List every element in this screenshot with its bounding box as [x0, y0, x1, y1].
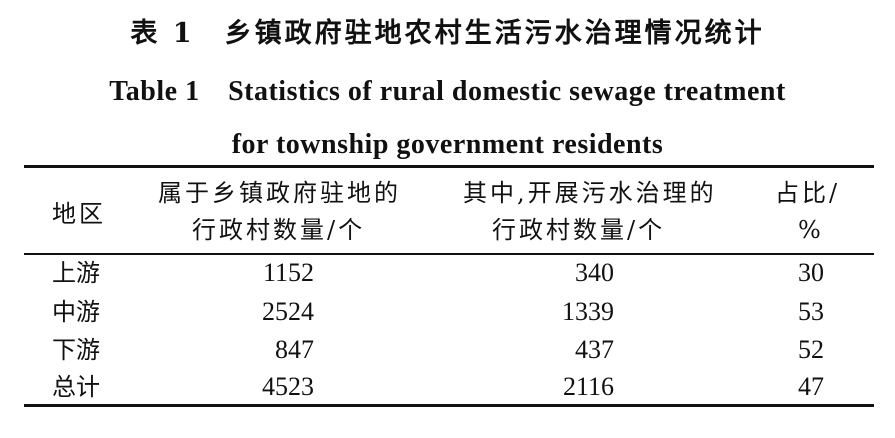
cell-ratio: 52 [798, 335, 824, 364]
cell-region: 总计 [52, 373, 100, 401]
cell-region: 上游 [52, 259, 100, 287]
caption-english-line-1: Table 1 Statistics of rural domestic sew… [109, 76, 786, 107]
cell-treated: 2116 [562, 372, 614, 401]
cell-villages: 1152 [262, 258, 314, 287]
cell-villages: 4523 [262, 372, 314, 401]
header-treated-line-1: 其中,开展污水治理的 [463, 179, 717, 207]
header-ratio-line-1: 占比/ [775, 179, 841, 207]
header-villages-line-1: 属于乡镇政府驻地的 [158, 179, 401, 207]
cell-villages: 847 [275, 335, 314, 364]
caption-chinese: 表 1 乡镇政府驻地农村生活污水治理情况统计 [130, 18, 765, 49]
cell-ratio: 53 [798, 297, 824, 326]
cell-ratio: 47 [798, 372, 824, 401]
cell-treated: 340 [575, 258, 614, 287]
cell-region: 中游 [52, 298, 100, 326]
header-ratio-line-2: % [798, 216, 821, 244]
table-header-rule [24, 253, 874, 255]
cell-treated: 437 [575, 335, 614, 364]
caption-english-line-2: for township government residents [231, 129, 664, 160]
table-top-rule [24, 165, 874, 168]
cell-treated: 1339 [562, 297, 614, 326]
header-treated-line-2: 行政村数量/个 [492, 216, 666, 244]
cell-ratio: 30 [798, 258, 824, 287]
cell-region: 下游 [52, 336, 100, 364]
table-bottom-rule [24, 404, 874, 407]
header-villages-line-2: 行政村数量/个 [192, 216, 366, 244]
cell-villages: 2524 [262, 297, 314, 326]
header-region: 地区 [52, 200, 106, 228]
